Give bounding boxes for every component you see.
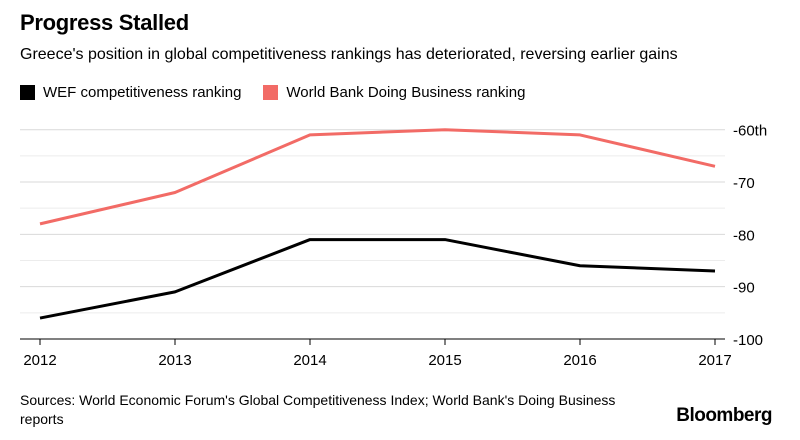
series-line-wef bbox=[39, 238, 716, 320]
legend-label-world-bank: World Bank Doing Business ranking bbox=[286, 84, 526, 101]
y-tick-label: -60th bbox=[733, 123, 767, 140]
legend-item-wef: WEF competitiveness ranking bbox=[20, 84, 241, 101]
y-tick-label: -90 bbox=[733, 280, 755, 297]
y-tick-label: -80 bbox=[733, 227, 755, 244]
chart-title: Progress Stalled bbox=[20, 10, 189, 35]
series-line-world-bank bbox=[39, 128, 716, 226]
legend-swatch-wef bbox=[20, 85, 35, 100]
x-tick-label: 2017 bbox=[698, 352, 731, 369]
legend-swatch-world-bank bbox=[263, 85, 279, 100]
x-tick-label: 2013 bbox=[158, 352, 191, 369]
source-note: Sources: World Economic Forum's Global C… bbox=[20, 392, 616, 427]
gridlines bbox=[20, 129, 725, 340]
y-tick-label: -100 bbox=[733, 332, 763, 349]
x-tick-label: 2014 bbox=[293, 352, 326, 369]
x-tick-label: 2015 bbox=[428, 352, 461, 369]
legend-label-wef: WEF competitiveness ranking bbox=[43, 84, 242, 101]
y-axis: -60th -70 -80 -90 -100 bbox=[733, 123, 767, 349]
series-lines bbox=[39, 128, 716, 320]
chart-subtitle: Greece's position in global competitiven… bbox=[20, 46, 678, 63]
x-axis: 2012 2013 2014 2015 2016 2017 bbox=[23, 339, 732, 369]
x-tick-label: 2016 bbox=[563, 352, 596, 369]
x-tick-label: 2012 bbox=[23, 352, 56, 369]
y-tick-label: -70 bbox=[733, 175, 755, 192]
legend: WEF competitiveness ranking World Bank D… bbox=[20, 84, 547, 101]
legend-item-world-bank: World Bank Doing Business ranking bbox=[263, 84, 525, 101]
bloomberg-logo: Bloomberg bbox=[676, 405, 772, 426]
